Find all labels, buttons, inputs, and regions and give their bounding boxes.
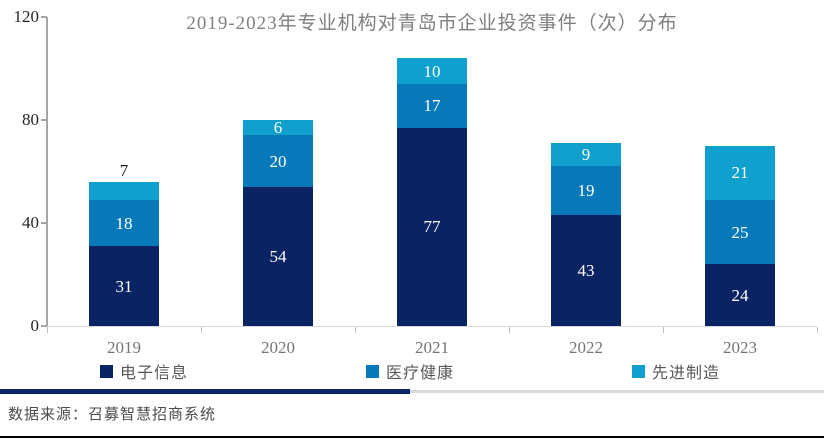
legend: 电子信息 医疗健康 先进制造 [100,359,720,383]
x-axis-category-label: 2021 [415,338,449,357]
data-label: 25 [731,222,749,242]
x-axis-tick [509,327,510,333]
legend-label: 医疗健康 [385,365,454,382]
bar-segment [397,58,467,84]
divider-right-segment [410,390,824,393]
bar-segment [551,143,621,167]
bar-segment [243,186,313,326]
y-axis-tick-label: 120 [13,7,40,26]
bar-segment [705,199,775,265]
bottom-border-line [0,436,824,438]
legend-label: 先进制造 [651,365,720,382]
divider-left-segment [0,389,410,394]
data-label: 24 [731,285,749,305]
legend-swatch-icon [631,364,645,378]
bar-segment [551,166,621,216]
y-axis-tick-label: 80 [22,110,39,129]
plot-area: 0 40 80 120 31 18 7 2019 54 20 6 2020 77 17 10 2021 43 19… [14,8,818,357]
data-label: 54 [269,246,287,266]
bar-segment [89,246,159,326]
bar-segment [243,120,313,136]
data-label: 7 [119,160,129,180]
bar-segment [89,199,159,247]
legend-item: 先进制造 [631,359,720,383]
bar-segment [397,127,467,326]
data-label: 18 [115,213,133,233]
y-axis-tick-label: 0 [30,316,40,335]
y-axis-tick [41,325,47,327]
x-axis-tick [663,327,664,333]
x-axis-category-label: 2019 [107,338,141,357]
y-axis-line [46,17,48,326]
chart-title: 2019-2023年专业机构对青岛市企业投资事件（次）分布 [186,13,678,34]
source-note: 数据来源：召募智慧招商系统 [8,407,217,423]
legend-label: 电子信息 [120,365,189,382]
y-axis-tick [41,16,47,18]
y-axis-tick-label: 40 [22,213,39,232]
bar-segment [397,83,467,128]
bar-segment [243,135,313,187]
data-label: 20 [269,151,287,171]
data-label: 77 [423,217,441,237]
y-axis-tick [41,119,47,121]
bar-segment [89,181,159,200]
x-axis-tick [201,327,202,333]
y-axis-tick [41,222,47,224]
data-label: 9 [581,145,591,165]
data-label: 17 [423,96,441,116]
data-label: 31 [115,276,133,296]
data-label: 43 [577,261,595,281]
x-axis-category-label: 2020 [261,338,295,357]
divider [0,389,824,394]
data-label: 19 [577,181,595,201]
x-axis-category-label: 2022 [569,338,603,357]
x-axis-line [47,326,817,327]
x-axis-tick [355,327,356,333]
legend-item: 医疗健康 [365,359,454,383]
data-label: 10 [423,61,441,81]
bar-segment [551,215,621,326]
x-axis-tick [817,327,818,333]
data-label: 6 [273,118,283,138]
x-axis-category-label: 2023 [723,338,757,357]
data-label: 21 [731,163,749,183]
bar-segment [705,264,775,326]
legend-swatch-icon [365,364,379,378]
legend-item: 电子信息 [100,359,188,383]
x-axis-tick [47,327,48,333]
bar-segment [705,145,775,200]
legend-swatch-icon [100,364,113,378]
